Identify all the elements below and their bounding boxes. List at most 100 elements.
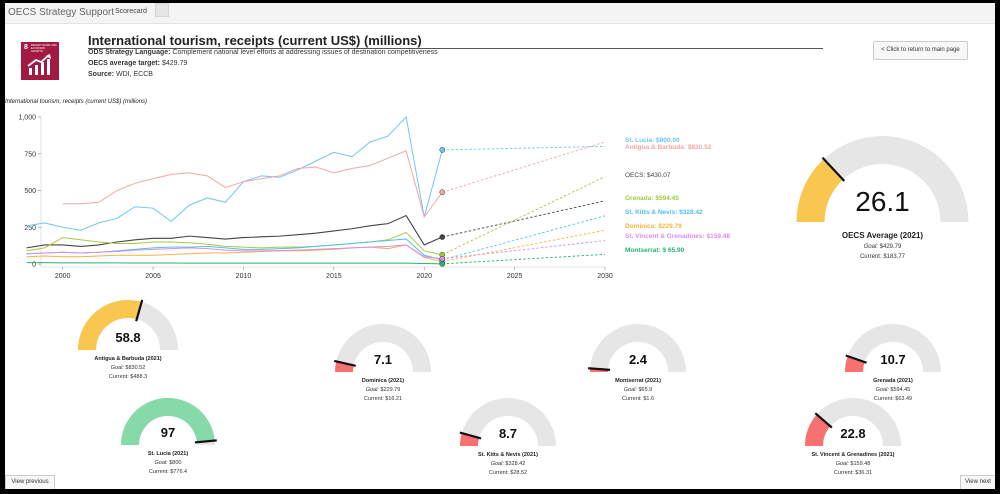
goal-projection-1 (442, 141, 606, 193)
growth-chart-icon (27, 54, 51, 75)
gauge-current-5: Current: $28.52 (488, 470, 528, 476)
sdg-logo: 8 DECENT WORK AND ECONOMIC GROWTH (21, 42, 59, 80)
app-title: OECS Strategy Support (8, 7, 115, 18)
gauge-5 (459, 398, 556, 447)
sdg-text: DECENT WORK AND ECONOMIC GROWTH (31, 44, 57, 53)
gauge-1-needle (333, 359, 356, 367)
gauge-label-6: St. Vincent & Grenadines (2021) (811, 452, 895, 458)
title-divider (88, 48, 823, 49)
gauge-6 (805, 398, 901, 447)
gauge-0-fill (78, 300, 142, 351)
gauge-value-3: 10.7 (880, 352, 906, 367)
y-tick-label: 750 (24, 151, 36, 158)
gauge-4 (121, 398, 217, 446)
gauge-label-2: Montserrat (2021) (615, 378, 661, 384)
gauge-6-fill (805, 414, 831, 447)
series-line-0 (26, 115, 443, 231)
return-main-button[interactable]: < Click to return to main page (873, 41, 968, 60)
goal-label-1: Antigua & Barbuda: $830.52 (625, 144, 712, 151)
gauge-goal-1: Goal: $229.79 (365, 387, 401, 393)
current-point-2[interactable] (439, 234, 446, 240)
gauge-value-1: 7.1 (373, 352, 393, 367)
series-line-2 (26, 214, 443, 249)
x-tick-label: 2000 (55, 273, 71, 280)
gauge-label-5: St. Kitts & Nevis (2021) (478, 452, 538, 458)
oecs-average-gauge-needle (821, 156, 846, 182)
goal-projection-7 (442, 253, 606, 265)
gauge-card-5: 8.7 St. Kitts & Nevis (2021) Goal: $328.42… (453, 396, 563, 476)
gauge-label-0: Antigua & Barbuda (2021) (94, 356, 162, 362)
indicator-title: International tourism, receipts (current… (88, 33, 422, 48)
gauge-1 (333, 324, 431, 373)
series-line-6 (26, 244, 443, 260)
oecs-average-current: Current: $183.77 (859, 254, 906, 260)
gauge-2 (588, 324, 686, 373)
current-point-1[interactable] (439, 189, 446, 196)
data-source: Source: WDI, ECCB (88, 71, 153, 78)
tourism-line-chart: 0 250 500 750 1,000 2000 2005 2010 2015 2020 2025 2… (18, 115, 730, 281)
gauge-current-4: Current: $776.4 (148, 469, 188, 475)
gauge-card-0: 58.8 Antigua & Barbuda (2021) Goal: $830.5… (73, 298, 183, 380)
gauge-label-3: Grenada (2021) (873, 378, 913, 384)
tab-scorecard[interactable]: Scorecard (115, 8, 147, 15)
app-window: OECS Strategy Support Scorecard 8 DECENT… (5, 3, 995, 489)
gauge-value-0: 58.8 (115, 330, 141, 345)
goal-projection-0 (442, 145, 606, 151)
series-line-7 (26, 262, 443, 265)
x-tick-label: 2010 (236, 273, 252, 280)
x-tick-label: 2030 (597, 273, 613, 280)
gauge-0 (78, 299, 178, 351)
gauge-4-fill (121, 398, 215, 446)
view-next-button[interactable]: View next (960, 475, 995, 489)
gauge-2-needle (588, 367, 611, 371)
goal-projection-6 (442, 240, 606, 260)
gauge-goal-2: Goal: $65.9 (623, 387, 653, 393)
gauge-3-track (845, 324, 941, 373)
tab-blank[interactable] (155, 3, 169, 17)
gauge-value-5: 8.7 (498, 426, 518, 441)
strategy-language: ODS Strategy Language: Complement nation… (88, 49, 438, 56)
goal-projection-2 (442, 200, 606, 238)
current-point-7[interactable] (439, 260, 446, 267)
gauge-value-2: 2.4 (628, 352, 648, 367)
gauge-0-needle (135, 299, 144, 322)
gauge-goal-0: Goal: $830.52 (110, 365, 146, 371)
gauge-3 (845, 324, 941, 373)
gauge-current-2: Current: $1.6 (621, 396, 655, 402)
x-tick-label: 2005 (145, 273, 161, 280)
y-tick-label: 500 (24, 188, 36, 195)
x-tick-label: 2015 (326, 273, 342, 280)
top-bar: OECS Strategy Support Scorecard (5, 3, 995, 24)
gauge-6-needle (814, 412, 833, 429)
gauge-current-3: Current: $63.49 (873, 396, 913, 402)
gauge-goal-5: Goal: $328.42 (490, 461, 526, 467)
current-point-6[interactable] (439, 255, 446, 262)
sdg-number: 8 (24, 44, 28, 51)
gauge-label-4: St. Lucia (2021) (147, 451, 189, 457)
gauge-value-4: 97 (160, 425, 176, 440)
gauge-goal-6: Goal: $159.48 (835, 461, 871, 467)
current-point-0[interactable] (439, 147, 446, 153)
gauge-value-6: 22.8 (840, 426, 866, 441)
gauge-3-needle (845, 354, 867, 364)
gauge-card-1: 7.1 Dominica (2021) Goal: $229.79 Current: … (328, 322, 438, 402)
view-previous-button[interactable]: View previous (5, 475, 55, 489)
gauge-current-1: Current: $16.21 (363, 396, 403, 402)
gauge-card-3: 10.7 Grenada (2021) Goal: $594.45 Current: … (838, 322, 948, 402)
series-line-3 (26, 231, 443, 256)
gauge-current-0: Current: $488.3 (108, 374, 148, 380)
x-tick-label: 2020 (416, 273, 432, 280)
gauge-5-needle (459, 431, 482, 440)
oecs-target: OECS average target: $429.79 (88, 60, 188, 67)
gauge-current-6: Current: $36.31 (833, 470, 873, 476)
gauge-card-2: 2.4 Montserrat (2021) Goal: $65.9 Current: … (583, 322, 693, 402)
gauge-card-4: 97 St. Lucia (2021) Goal: $800 Current: $77… (113, 396, 223, 475)
gauge-goal-4: Goal: $800 (154, 460, 182, 466)
series-line-5 (26, 244, 443, 263)
goal-label-7: Montserrat: $ 65.90 (625, 247, 685, 254)
goal-projection-4 (442, 215, 606, 261)
gauge-1-track (335, 324, 431, 373)
gauge-goal-3: Goal: $594.45 (875, 387, 911, 393)
goal-label-4: St. Kitts & Nevis: $328.42 (625, 209, 703, 216)
x-tick-label: 2025 (507, 273, 523, 280)
